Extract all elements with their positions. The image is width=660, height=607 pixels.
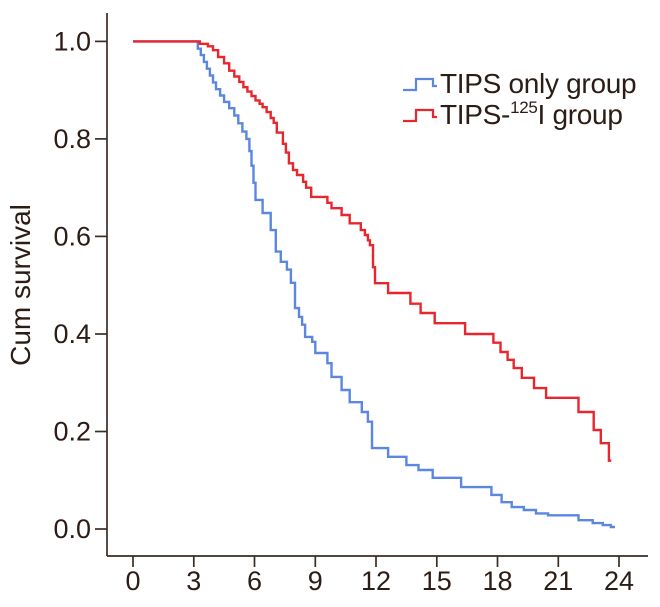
y-tick-label: 0.0: [53, 514, 91, 544]
y-tick-label: 0.8: [53, 124, 91, 154]
x-tick-label: 9: [308, 566, 323, 596]
x-tick-label: 12: [361, 566, 391, 596]
x-tick-label: 0: [125, 566, 140, 596]
y-tick-label: 0.2: [53, 417, 91, 447]
legend-superscript: 125: [510, 98, 537, 117]
survival-curve-tips-only: [133, 40, 615, 529]
legend-text: TIPS only group: [440, 68, 636, 99]
y-tick-label: 1.0: [53, 26, 91, 56]
y-axis-title: Cum survival: [5, 204, 36, 366]
legend-label-tips-125i: TIPS-125I group: [440, 98, 623, 130]
legend-text: I group: [538, 99, 623, 130]
x-tick-label: 6: [247, 566, 262, 596]
legend-label-tips-only: TIPS only group: [440, 68, 636, 99]
legend-swatch-tips-125i: [403, 108, 437, 123]
x-tick-label: 24: [604, 566, 634, 596]
x-tick-label: 18: [482, 566, 512, 596]
x-tick-label: 3: [186, 566, 201, 596]
legend-text: TIPS-: [440, 99, 510, 130]
x-tick-label: 21: [543, 566, 573, 596]
y-tick-label: 0.6: [53, 221, 91, 251]
survival-curve-tips-125i: [133, 40, 612, 462]
x-tick-label: 15: [422, 566, 452, 596]
legend-swatch-tips-only: [403, 77, 437, 92]
y-tick-label: 0.4: [53, 319, 91, 349]
